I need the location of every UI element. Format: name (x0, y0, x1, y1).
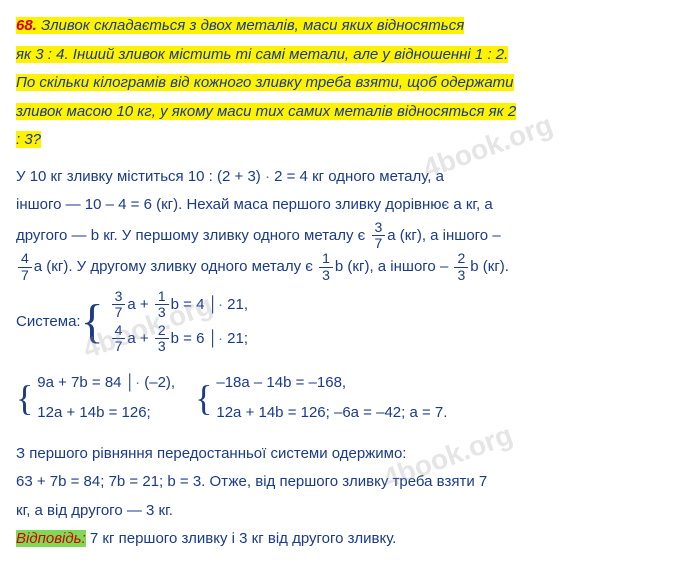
mult-dot: · (218, 296, 223, 313)
fraction-3-7: 37 (372, 220, 386, 252)
denominator: 7 (372, 236, 386, 251)
problem-line2: як 3 : 4. Інший зливок містить ті самі м… (16, 46, 508, 63)
text: 2 = 4 кг одного металу, а (270, 168, 444, 185)
denominator: 3 (319, 268, 333, 283)
text: 9a + 7b = 84 (37, 374, 121, 391)
denominator: 3 (454, 268, 468, 283)
fraction-1-3: 13 (319, 251, 333, 283)
fraction-2-3: 23 (454, 251, 468, 283)
text: b = 4 (171, 296, 205, 313)
answer-label: Відповідь: (16, 530, 86, 547)
brace-icon: { (16, 382, 33, 414)
equation-system-row: { 9a + 7b = 84 │· (–2), 12a + 14b = 126;… (16, 363, 679, 434)
system-lines: 9a + 7b = 84 │· (–2), 12a + 14b = 126; (37, 367, 175, 430)
solution-p6: 63 + 7b = 84; 7b = 21; b = 3. Отже, від … (16, 468, 679, 497)
text: 21, (227, 296, 248, 313)
answer-text: 7 кг першого зливку і 3 кг від другого з… (86, 530, 397, 547)
equation-system-2: { 9a + 7b = 84 │· (–2), 12a + 14b = 126; (16, 367, 175, 430)
equation-system-3: { –18a – 14b = –168, 12a + 14b = 126; –6… (195, 367, 447, 430)
denominator: 3 (155, 305, 169, 320)
text: 21; (227, 330, 248, 347)
numerator: 3 (112, 289, 126, 305)
numerator: 4 (18, 251, 32, 267)
problem-number: 68. (16, 17, 37, 34)
text: другого — b кг. У першому зливку одного … (16, 226, 370, 243)
solution-p2: іншого — 10 – 4 = 6 (кг). Нехай маса пер… (16, 191, 679, 220)
system-label: Система: (16, 308, 81, 337)
problem-line1: Зливок складається з двох металів, маси … (41, 17, 464, 34)
solution-p5: З першого рівняння передостанньої систем… (16, 440, 679, 469)
text: У 10 кг зливку міститься 10 : (2 + 3) (16, 168, 265, 185)
fraction-4-7: 47 (112, 323, 126, 355)
denominator: 3 (155, 339, 169, 354)
text: b (кг), а іншого – (335, 258, 453, 275)
fraction-1-3: 13 (155, 289, 169, 321)
mult-dot: · (218, 330, 223, 347)
solution-p7: кг, а від другого — 3 кг. (16, 497, 679, 526)
brace-icon: { (195, 382, 212, 414)
system-lines: 37a + 13b = 4 │· 21, 47a + 23b = 6 │· 21… (110, 287, 248, 357)
equation-system-1: Система: { 37a + 13b = 4 │· 21, 47a + 23… (16, 287, 679, 357)
problem-line5: : 3? (16, 131, 41, 148)
denominator: 7 (112, 305, 126, 320)
system-eq2: 12a + 14b = 126; (37, 399, 175, 428)
mult-dot: · (135, 374, 140, 391)
text: a + (127, 330, 152, 347)
system-eq2: 47a + 23b = 6 │· 21; (110, 323, 248, 355)
brace-icon: { (81, 300, 104, 343)
fraction-4-7: 47 (18, 251, 32, 283)
numerator: 4 (112, 323, 126, 339)
numerator: 2 (454, 251, 468, 267)
problem-line4: зливок масою 10 кг, у якому маси тих сам… (16, 103, 516, 120)
system-eq2: 12a + 14b = 126; –6a = –42; a = 7. (216, 399, 447, 428)
solution-p3: другого — b кг. У першому зливку одного … (16, 220, 679, 252)
problem-line3: По скільки кілограмів від кожного зливку… (16, 74, 514, 91)
text: b = 6 (171, 330, 205, 347)
solution-block: У 10 кг зливку міститься 10 : (2 + 3) · … (16, 163, 679, 554)
text: (–2), (144, 374, 175, 391)
text: a (кг), а іншого – (387, 226, 500, 243)
numerator: 1 (319, 251, 333, 267)
numerator: 2 (155, 323, 169, 339)
fraction-3-7: 37 (112, 289, 126, 321)
fraction-2-3: 23 (155, 323, 169, 355)
text: a + (127, 296, 152, 313)
solution-p1: У 10 кг зливку міститься 10 : (2 + 3) · … (16, 163, 679, 192)
answer: Відповідь: 7 кг першого зливку і 3 кг ві… (16, 525, 679, 554)
text: b (кг). (470, 258, 509, 275)
system-eq1: 9a + 7b = 84 │· (–2), (37, 369, 175, 398)
numerator: 1 (155, 289, 169, 305)
numerator: 3 (372, 220, 386, 236)
problem-block: 68. Зливок складається з двох металів, м… (16, 12, 679, 155)
system-lines: –18a – 14b = –168, 12a + 14b = 126; –6a … (216, 367, 447, 430)
system-eq1: 37a + 13b = 4 │· 21, (110, 289, 248, 321)
denominator: 7 (18, 268, 32, 283)
solution-p4: 47a (кг). У другому зливку одного металу… (16, 251, 679, 283)
denominator: 7 (112, 339, 126, 354)
system-eq1: –18a – 14b = –168, (216, 369, 447, 398)
text: a (кг). У другому зливку одного металу є (34, 258, 317, 275)
